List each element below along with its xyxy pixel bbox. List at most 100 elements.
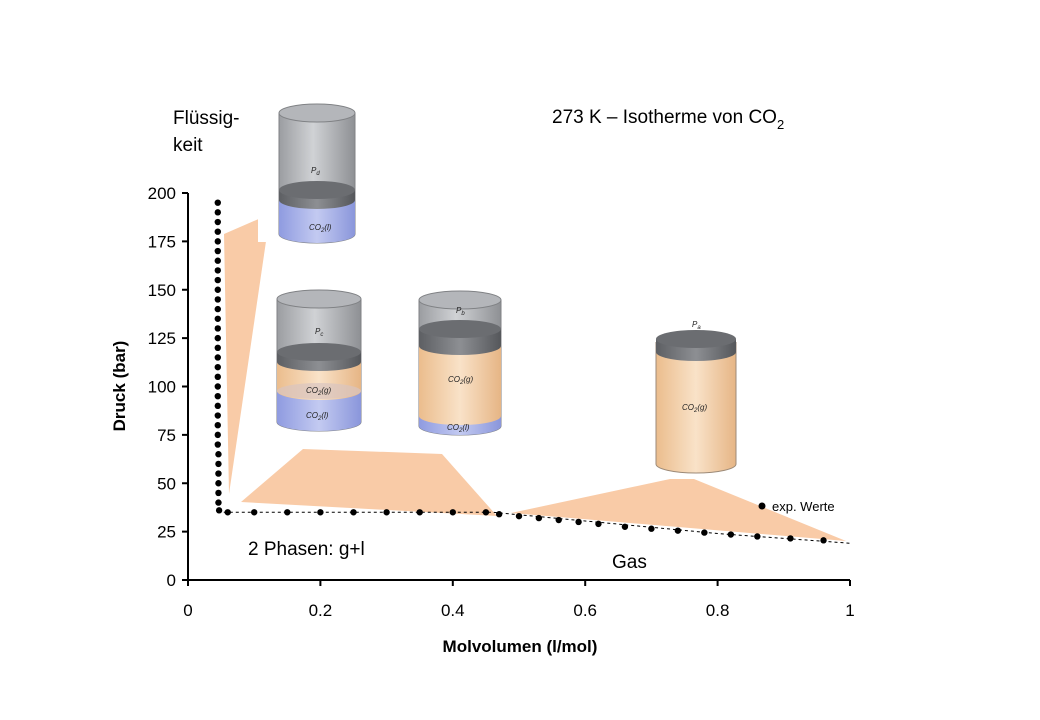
x-tick-label: 0.2 [309, 601, 333, 620]
data-point [214, 315, 221, 322]
data-point [416, 509, 423, 516]
data-point [754, 533, 761, 540]
y-tick-label: 175 [148, 232, 176, 251]
cylinder-liquid: Pd CO2(l) [258, 102, 364, 244]
callout-wedge-liquid [224, 214, 270, 494]
x-axis-title: Molvolumen (l/mol) [443, 637, 598, 656]
data-point [214, 305, 221, 313]
y-tick-label: 200 [148, 184, 176, 203]
y-tick-label: 100 [148, 378, 176, 397]
data-point [495, 511, 503, 518]
cylinder-gas-pressure-label: Pa [692, 320, 701, 331]
trend-line [217, 511, 851, 544]
chart-title-main: 273 K – Isotherme von CO [552, 107, 777, 128]
cylinder-two-phase-left-pressure-label: Pc [315, 327, 323, 338]
cylinder-two-phase-right-liquid-label: CO2(l) [447, 423, 470, 434]
legend-label: exp. Werte [772, 499, 835, 514]
chart-title-subscript: 2 [777, 117, 784, 132]
data-point [515, 512, 523, 520]
callout-wedge-two-phase-left [241, 449, 497, 516]
data-point [214, 412, 221, 419]
cylinder-two-phase-left-gas-label: CO2(g) [306, 386, 331, 397]
data-point [214, 247, 221, 255]
data-point [251, 509, 258, 516]
data-point [224, 509, 231, 516]
x-tick-label: 0.4 [441, 601, 465, 620]
annotation-two-phase: 2 Phasen: g+l [248, 539, 365, 560]
data-point [214, 441, 221, 448]
data-point [215, 470, 222, 477]
data-point [214, 344, 221, 351]
data-point [350, 509, 357, 516]
data-point [214, 218, 221, 226]
y-axis-title: Druck (bar) [110, 341, 129, 432]
cylinder-two-phase-right: Pb CO2(g) CO2(l) [418, 290, 502, 436]
cylinder-two-phase-right-pressure-label: Pb [456, 306, 465, 317]
data-point [214, 286, 221, 293]
y-ticks: 0 25 50 75 100 125 150 175 200 [148, 184, 188, 590]
y-tick-label: 25 [157, 523, 176, 542]
data-point [215, 489, 222, 497]
data-point [214, 422, 221, 429]
data-point [449, 509, 456, 516]
data-point [820, 537, 827, 544]
cylinder-liquid-pressure-label: Pd [311, 166, 320, 177]
y-tick-label: 125 [148, 329, 176, 348]
cylinder-two-phase-left-liquid-label: CO2(l) [306, 411, 329, 422]
cylinder-liquid-phase-label: CO2(l) [309, 223, 332, 234]
data-point [214, 257, 221, 264]
y-tick-label: 0 [167, 571, 176, 590]
chart-title: 273 K – Isotherme von CO2 [552, 107, 784, 132]
y-tick-label: 50 [157, 474, 176, 493]
y-tick-label: 75 [157, 426, 176, 445]
data-point [215, 451, 222, 458]
axes: 0 25 50 75 100 125 150 175 200 0 0.2 0.4 0.6 0.8 1 Dr… [110, 184, 855, 656]
annotation-liquid-line2: keit [173, 135, 203, 156]
data-point [214, 267, 221, 274]
data-point [214, 276, 221, 284]
data-point [214, 354, 221, 361]
x-tick-label: 1 [845, 601, 854, 620]
data-point [648, 525, 655, 532]
y-tick-label: 150 [148, 281, 176, 300]
data-point [214, 334, 221, 342]
data-point [284, 509, 291, 516]
data-point [701, 529, 708, 536]
data-point [214, 228, 221, 235]
x-tick-label: 0 [183, 601, 192, 620]
data-point [787, 535, 794, 542]
legend-marker [758, 502, 766, 510]
data-point [621, 523, 629, 530]
data-point [214, 296, 221, 303]
data-point [317, 509, 324, 516]
data-point [214, 392, 221, 400]
x-tick-label: 0.8 [706, 601, 730, 620]
cylinder-two-phase-left: Pc CO2(g) CO2(l) [276, 289, 362, 432]
callout-wedges [224, 214, 846, 541]
legend: exp. Werte [758, 499, 835, 514]
data-point [214, 209, 221, 216]
data-point [214, 431, 221, 439]
data-point [214, 325, 221, 332]
data-point [555, 516, 562, 524]
data-points [214, 199, 827, 544]
data-point [674, 527, 682, 534]
callout-wedge-gas [511, 479, 846, 541]
data-point [214, 402, 221, 410]
cylinder-gas: Pa CO2(g) [655, 320, 737, 474]
data-point [215, 460, 222, 468]
data-point [215, 499, 222, 506]
data-point [727, 531, 735, 538]
cylinder-two-phase-right-gas-label: CO2(g) [448, 375, 473, 386]
cylinder-gas-phase-label: CO2(g) [682, 403, 707, 414]
data-point [482, 509, 490, 516]
data-point [215, 507, 223, 514]
data-point [535, 514, 543, 522]
x-tick-label: 0.6 [573, 601, 597, 620]
data-point [214, 199, 221, 206]
data-point [383, 509, 390, 516]
data-point [214, 238, 221, 245]
data-point [214, 363, 221, 371]
annotation-gas: Gas [612, 552, 647, 573]
